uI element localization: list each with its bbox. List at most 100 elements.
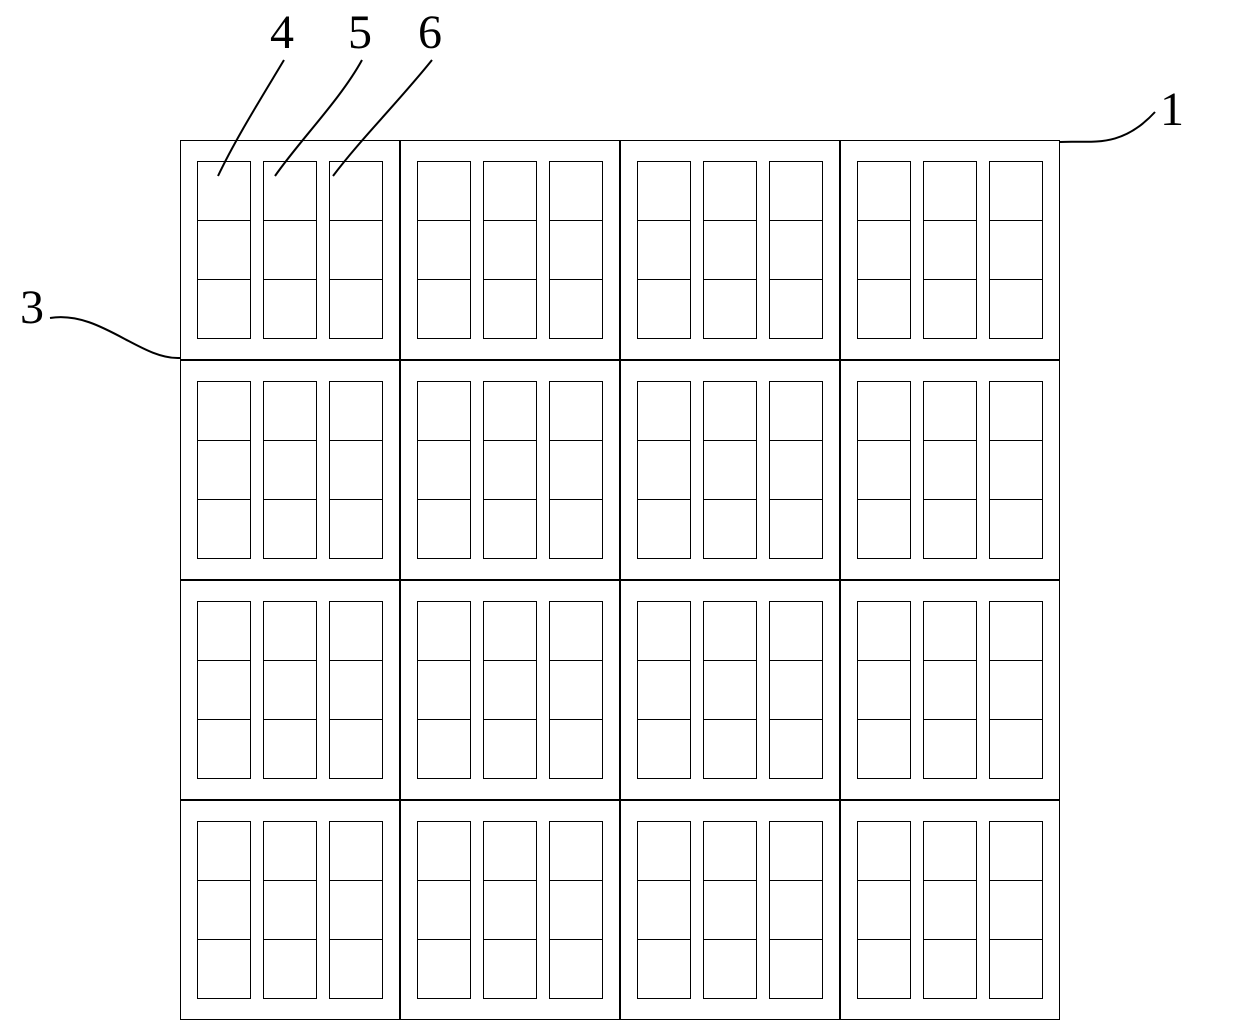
column-block [549,821,603,999]
column-block [923,381,977,559]
column-block [417,381,471,559]
sub-cell [858,720,910,778]
sub-cell [198,661,250,720]
sub-cell [198,940,250,998]
sub-cell [198,500,250,558]
column-block [549,601,603,779]
sub-cell [770,822,822,881]
sub-cell [418,382,470,441]
outer-grid [180,140,1060,1020]
sub-cell [924,500,976,558]
sub-cell [264,280,316,338]
sub-cell [990,720,1042,778]
sub-cell [198,162,250,221]
sub-cell [484,602,536,661]
column-block [703,161,757,339]
sub-cell [638,881,690,940]
sub-cell [858,280,910,338]
sub-cell [550,940,602,998]
label-6: 6 [418,5,442,60]
sub-cell [418,500,470,558]
column-block [197,161,251,339]
sub-cell [704,720,756,778]
sub-cell [484,822,536,881]
column-block [923,601,977,779]
sub-cell [484,881,536,940]
sub-cell [990,940,1042,998]
column-block [857,161,911,339]
column-block [263,601,317,779]
sub-cell [924,602,976,661]
sub-cell [770,280,822,338]
column-block [637,601,691,779]
sub-cell [704,500,756,558]
sub-cell [858,881,910,940]
sub-cell [990,221,1042,280]
leader-line-1 [1060,112,1155,142]
sub-cell [638,162,690,221]
sub-cell [770,881,822,940]
sub-cell [484,940,536,998]
sub-cell [770,602,822,661]
sub-cell [990,602,1042,661]
column-block [483,601,537,779]
column-block [197,821,251,999]
sub-cell [858,162,910,221]
sub-cell [638,720,690,778]
sub-cell [418,221,470,280]
column-block [989,161,1043,339]
sub-cell [924,382,976,441]
sub-cell [858,602,910,661]
sub-cell [858,500,910,558]
sub-cell [924,280,976,338]
column-block [417,821,471,999]
sub-cell [924,661,976,720]
sub-cell [264,822,316,881]
sub-cell [770,221,822,280]
sub-cell [924,221,976,280]
sub-cell [770,720,822,778]
sub-cell [330,500,382,558]
column-block [703,601,757,779]
column-block [989,601,1043,779]
column-block [857,601,911,779]
sub-cell [638,500,690,558]
sub-cell [638,602,690,661]
grid-cell [840,140,1060,360]
grid-cell [180,580,400,800]
column-block [263,381,317,559]
column-block [923,161,977,339]
sub-cell [858,940,910,998]
column-block [263,821,317,999]
sub-cell [924,720,976,778]
sub-cell [264,940,316,998]
column-block [197,601,251,779]
sub-cell [550,221,602,280]
grid-cell [400,140,620,360]
sub-cell [990,441,1042,500]
sub-cell [550,280,602,338]
sub-cell [264,661,316,720]
column-block [637,161,691,339]
leader-line-3 [50,317,180,358]
column-block [483,381,537,559]
sub-cell [484,500,536,558]
sub-cell [198,280,250,338]
sub-cell [418,661,470,720]
sub-cell [704,441,756,500]
sub-cell [550,720,602,778]
column-block [483,821,537,999]
sub-cell [198,720,250,778]
grid-cell [840,360,1060,580]
sub-cell [990,500,1042,558]
sub-cell [330,720,382,778]
sub-cell [858,221,910,280]
grid-cell [180,360,400,580]
label-4: 4 [270,5,294,60]
sub-cell [924,162,976,221]
sub-cell [924,441,976,500]
sub-cell [550,881,602,940]
column-block [329,161,383,339]
sub-cell [858,661,910,720]
sub-cell [704,822,756,881]
